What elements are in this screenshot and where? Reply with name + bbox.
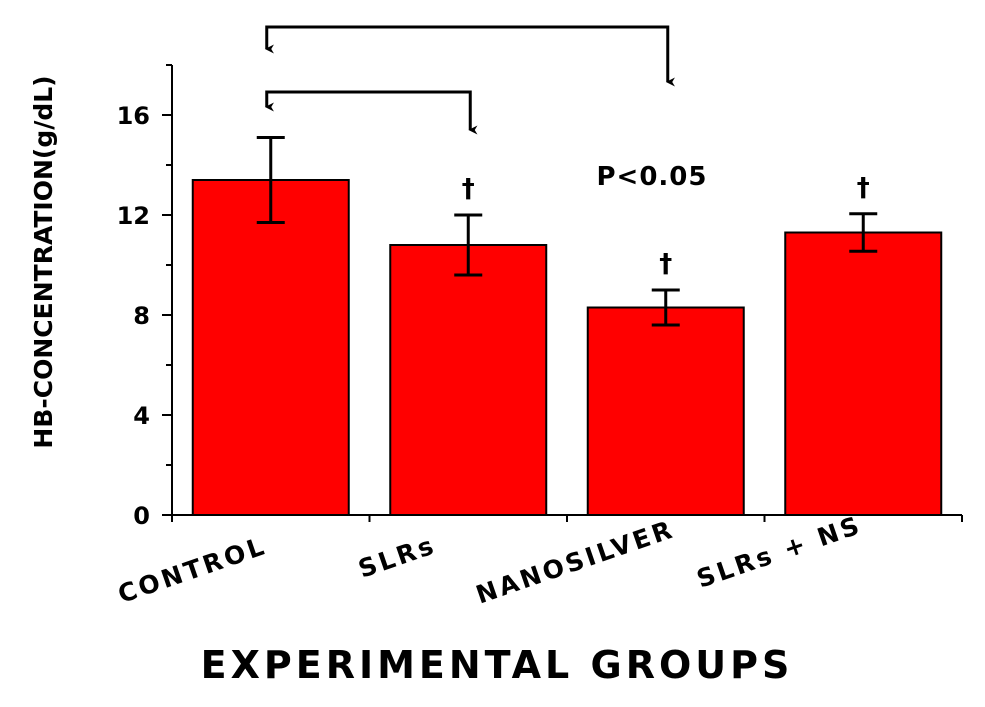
y-tick-label: 8: [133, 302, 150, 330]
bars-layer: [191, 136, 943, 516]
x-category-label: SLRs: [355, 530, 440, 583]
y-tick-label: 12: [117, 202, 150, 230]
y-tick-label: 0: [133, 502, 150, 530]
comparison-bracket-line: [264, 90, 478, 135]
error-bar: [849, 212, 878, 253]
significance-dagger: †: [462, 174, 475, 204]
significance-dagger: †: [659, 249, 672, 279]
y-tick-label: 16: [117, 102, 150, 130]
bar-slrs: [389, 244, 548, 516]
comparison-bracket-line: [264, 25, 675, 87]
bar-slrs-ns: [784, 231, 943, 516]
error-bar: [256, 136, 285, 224]
annotations-layer: † † † P<0.05: [264, 25, 870, 279]
bar-control: [191, 179, 350, 516]
comparison-bracket: [264, 90, 478, 135]
y-axis-title: HB-CONCENTRATION(g/dL): [29, 75, 58, 448]
error-bar: [454, 213, 483, 277]
x-category-label: NANOSILVER: [472, 514, 678, 609]
x-category-label: CONTROL: [114, 531, 270, 609]
x-axis-title: EXPERIMENTAL GROUPS: [201, 643, 794, 687]
x-category-label: SLRs + NS: [693, 510, 865, 594]
bar-nanosilver: [586, 306, 745, 516]
y-tick-label: 4: [133, 402, 150, 430]
significance-dagger: †: [857, 173, 870, 203]
p-value-label: P<0.05: [597, 162, 708, 192]
axes-layer: [162, 64, 963, 522]
comparison-bracket: [264, 25, 675, 87]
error-bar: [651, 288, 680, 327]
